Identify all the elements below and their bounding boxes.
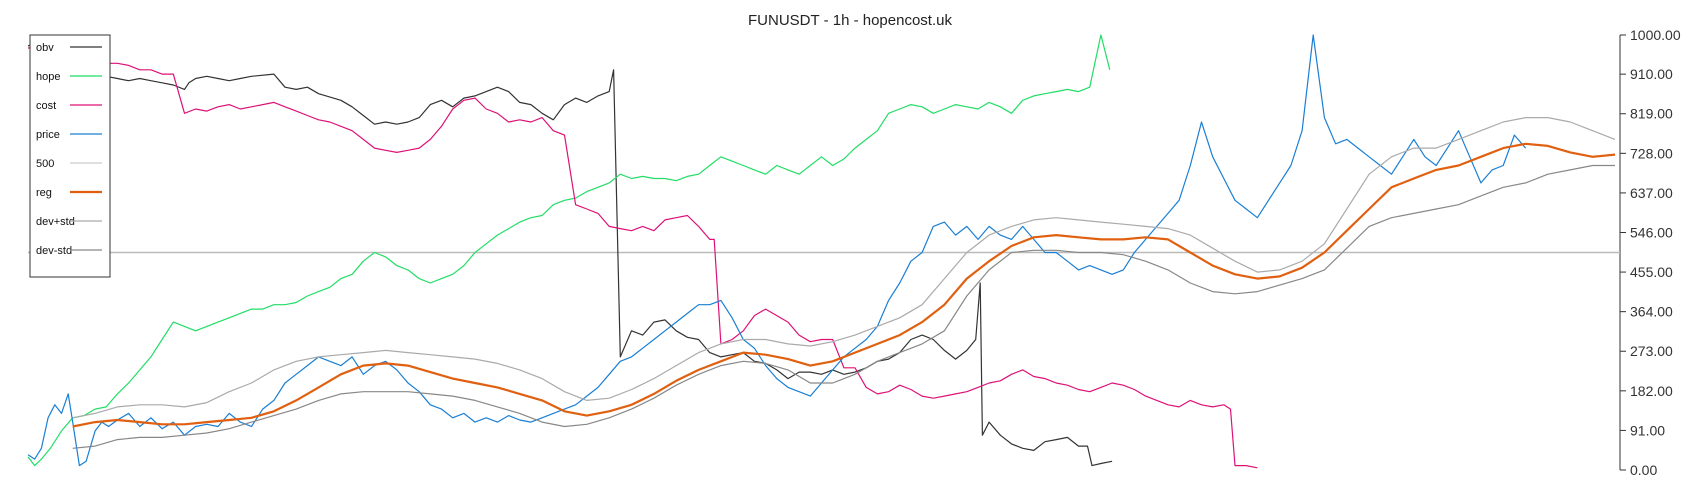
- legend-label: cost: [36, 100, 56, 112]
- legend-label: dev-std: [36, 245, 72, 257]
- chart-title: FUNUSDT - 1h - hopencost.uk: [748, 12, 952, 29]
- legend-label: hope: [36, 71, 60, 83]
- legend: obv hope cost price 500 reg dev+std dev-std: [29, 34, 111, 278]
- y-tick-label: 728.00: [1630, 145, 1673, 161]
- series-line-dev-std: [72, 116, 1616, 419]
- legend-label: reg: [36, 187, 52, 199]
- y-tick-label: 364.00: [1630, 304, 1673, 320]
- y-tick-label: 91.00: [1630, 422, 1665, 438]
- y-tick-label: 910.00: [1630, 66, 1673, 82]
- series-line-obv: [27, 36, 1113, 467]
- y-tick-label: 455.00: [1630, 264, 1673, 280]
- legend-box: [29, 34, 111, 278]
- series-line-price: [27, 34, 1527, 467]
- y-tick-label: 819.00: [1630, 106, 1673, 122]
- y-tick-label: 182.00: [1630, 383, 1673, 399]
- legend-label: price: [36, 129, 60, 141]
- series-line-dev-std: [72, 164, 1615, 449]
- series-line-cost: [27, 38, 1258, 469]
- legend-label: 500: [36, 158, 54, 170]
- y-tick-label: 637.00: [1630, 185, 1673, 201]
- y-tick-label: 273.00: [1630, 343, 1673, 359]
- y-tick-label: 0.00: [1630, 462, 1657, 478]
- y-tick-label: 546.00: [1630, 224, 1673, 240]
- y-tick-label: 1000.00: [1630, 27, 1681, 43]
- y-axis: 1000.00 910.00 819.00 728.00 637.00 546.00 455…: [1619, 27, 1681, 478]
- legend-label: dev+std: [36, 216, 75, 228]
- series-layer: [27, 34, 1616, 469]
- series-line-hope: [27, 34, 1111, 467]
- series-line-reg: [72, 142, 1616, 428]
- legend-label: obv: [36, 42, 54, 54]
